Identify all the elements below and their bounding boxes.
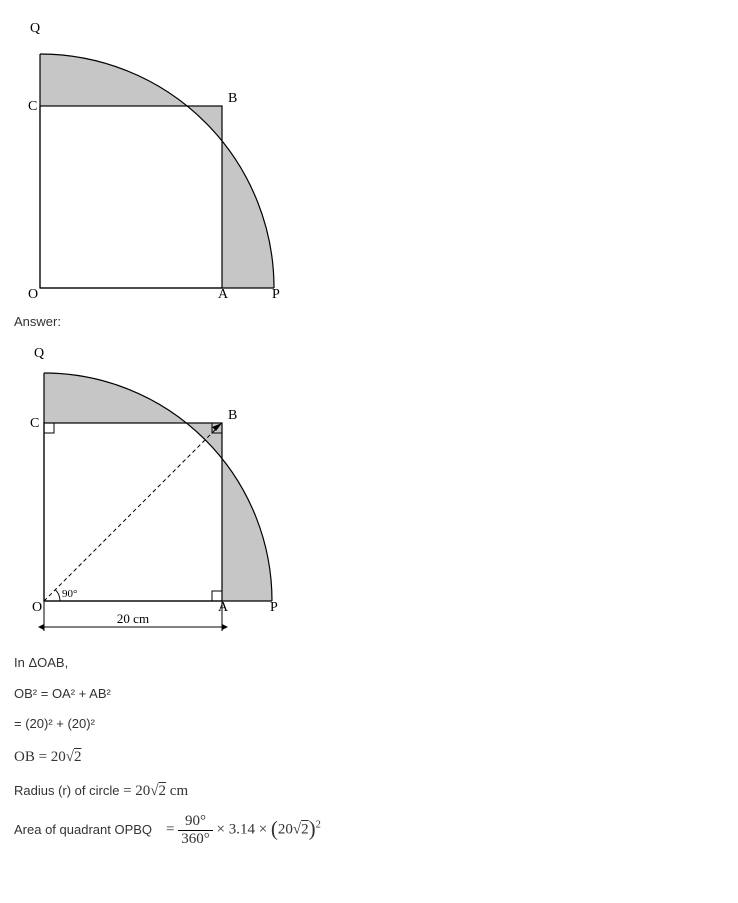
area-expression: = 90°360° × 3.14 × (20√2)2 xyxy=(166,813,321,847)
sqrt-arg: 2 xyxy=(159,783,167,799)
paren-close-icon: ) xyxy=(309,817,316,841)
line-ob-squared: OB² = OA² + AB² xyxy=(14,684,724,705)
times-pi: × 3.14 × xyxy=(213,822,271,838)
svg-text:B: B xyxy=(228,408,237,423)
eq-part: = 20 xyxy=(123,783,150,799)
base-prefix: 20 xyxy=(278,822,293,838)
sqrt-icon: √ xyxy=(293,822,301,838)
figure-1: Q C B O A P xyxy=(14,20,280,300)
unit: cm xyxy=(166,783,188,799)
exponent: 2 xyxy=(316,820,321,831)
rhs: = OA² + AB² xyxy=(37,686,111,701)
svg-text:O: O xyxy=(28,287,38,300)
sqrt-icon: √ xyxy=(66,749,74,765)
sqrt-icon: √ xyxy=(150,783,158,799)
svg-text:Q: Q xyxy=(30,21,40,36)
radius-value: = 20√2 cm xyxy=(123,783,188,799)
svg-text:Q: Q xyxy=(34,346,44,361)
answer-label: Answer: xyxy=(14,312,724,333)
ob-prefix: OB = 20 xyxy=(14,749,66,765)
denominator: 360° xyxy=(178,831,213,848)
svg-text:A: A xyxy=(218,287,229,300)
area-label: Area of quadrant OPBQ xyxy=(14,820,152,841)
svg-text:P: P xyxy=(272,287,280,300)
line-in-triangle: In ΔOAB, xyxy=(14,653,724,674)
lhs: OB² xyxy=(14,686,37,701)
numerator: 90° xyxy=(178,813,213,831)
paren-open-icon: ( xyxy=(271,817,278,841)
svg-text:20 cm: 20 cm xyxy=(117,611,149,626)
svg-text:C: C xyxy=(30,416,39,431)
svg-text:C: C xyxy=(28,99,37,114)
svg-text:O: O xyxy=(32,600,42,615)
radius-text: Radius (r) of circle xyxy=(14,783,123,798)
line-area-quadrant: Area of quadrant OPBQ = 90°360° × 3.14 ×… xyxy=(14,813,724,847)
sqrt-arg: 2 xyxy=(301,822,309,838)
line-substitute: = (20)² + (20)² xyxy=(14,714,724,735)
svg-text:A: A xyxy=(218,600,229,615)
line-ob-value: OB = 20√2 xyxy=(14,745,724,769)
line-radius: Radius (r) of circle = 20√2 cm xyxy=(14,779,724,803)
svg-text:P: P xyxy=(270,600,278,615)
equals: = xyxy=(166,822,178,838)
figure-2: 90° 20 cm Q C B O A P xyxy=(14,343,286,641)
svg-text:90°: 90° xyxy=(62,588,77,600)
svg-text:B: B xyxy=(228,91,237,106)
sqrt-arg: 2 xyxy=(74,749,82,765)
fraction: 90°360° xyxy=(178,813,213,847)
